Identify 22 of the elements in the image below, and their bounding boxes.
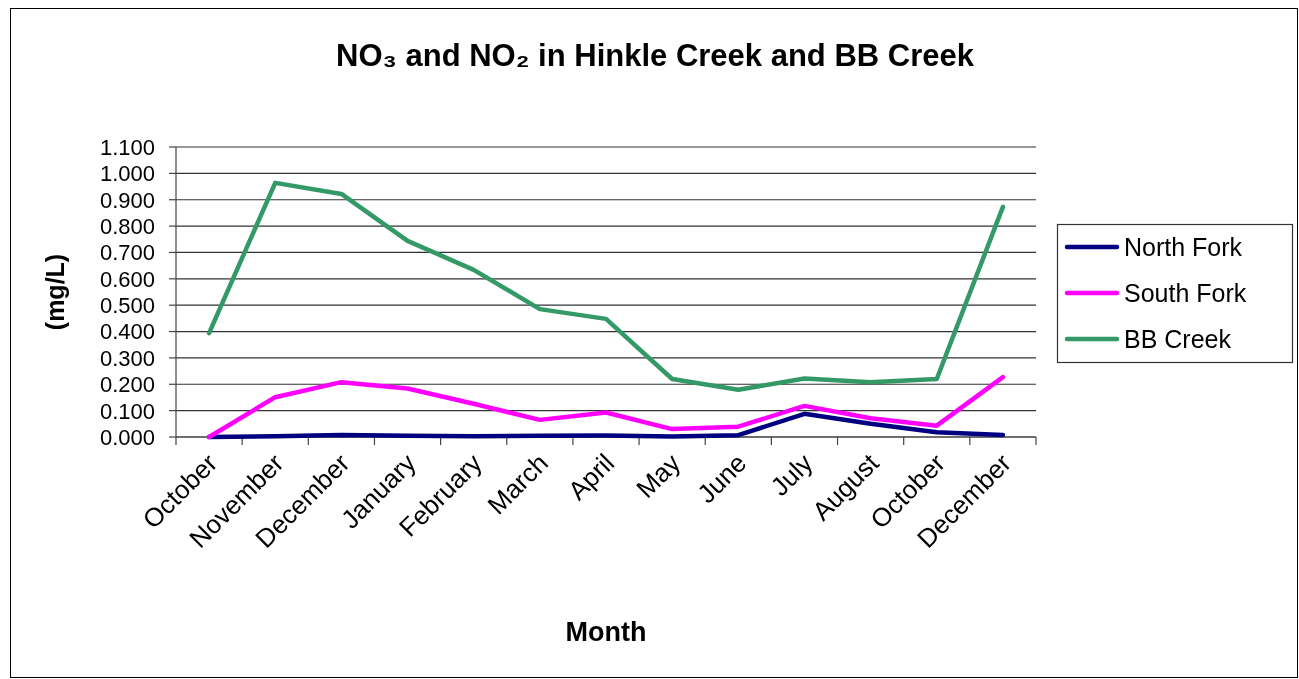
y-axis-title: (mg/L) [41,253,69,331]
y-tick-label: 0.600 [99,266,155,292]
x-axis-title: Month [565,617,647,647]
legend-label: South Fork [1124,279,1247,307]
y-tick-label: 0.000 [99,424,155,450]
y-tick-label: 1.100 [99,134,155,160]
y-tick-label: 0.900 [99,187,155,213]
y-tick-label: 0.200 [99,372,155,398]
line-series [206,180,1006,393]
legend-label: North Fork [1124,233,1243,261]
x-tick-label: May [630,447,687,504]
x-tick-label: July [764,447,819,502]
y-tick-label: 0.800 [99,214,155,240]
line-series [206,374,1006,440]
y-tick-label: 0.300 [99,345,155,371]
y-tick-label: 0.700 [99,240,155,266]
y-tick-label: 0.500 [99,293,155,319]
y-tick-label: 0.400 [99,319,155,345]
legend-label: BB Creek [1124,325,1232,353]
y-tick-label: 0.100 [99,398,155,424]
y-tick-label: 1.000 [99,161,155,187]
chart-title: NO₃ and NO₂ in Hinkle Creek and BB Creek [336,38,975,73]
